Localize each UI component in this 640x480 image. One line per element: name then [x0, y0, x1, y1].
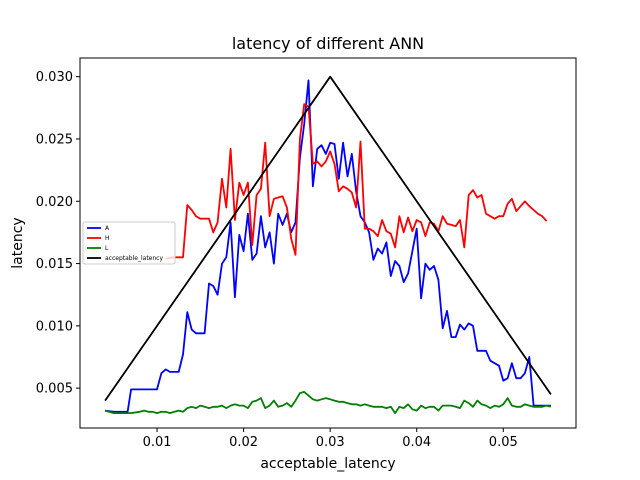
y-tick-label: 0.020	[36, 195, 73, 210]
legend-label: H	[105, 235, 110, 242]
series-line-h	[165, 103, 548, 260]
x-axis: 0.01 0.02 0.03 0.04 0.05	[143, 428, 518, 450]
chart-title: latency of different ANN	[232, 34, 424, 53]
legend-box	[82, 221, 176, 265]
y-tick-label: 0.010	[36, 319, 73, 334]
x-tick-label: 0.02	[229, 435, 258, 450]
legend-label: L	[105, 245, 109, 252]
y-tick-label: 0.005	[36, 382, 73, 397]
series-line-acceptable-latency	[104, 75, 552, 402]
x-tick-label: 0.05	[489, 435, 518, 450]
x-tick-label: 0.04	[402, 435, 431, 450]
x-tick-label: 0.03	[316, 435, 345, 450]
y-tick-label: 0.030	[36, 70, 73, 85]
series-line-l	[104, 390, 552, 415]
legend-label: A	[105, 225, 110, 232]
y-axis-title: latency	[10, 217, 26, 268]
plot-frame	[79, 57, 577, 429]
series-line-a	[104, 79, 551, 413]
y-tick-label: 0.025	[36, 132, 73, 147]
y-tick-label: 0.015	[36, 257, 73, 272]
series-layer	[104, 75, 552, 415]
x-tick-label: 0.01	[143, 435, 172, 450]
y-axis: 0.005 0.010 0.015 0.020 0.025 0.030	[36, 70, 80, 397]
x-axis-title: acceptable_latency	[260, 456, 395, 472]
legend-label: acceptable_latency	[105, 255, 163, 262]
